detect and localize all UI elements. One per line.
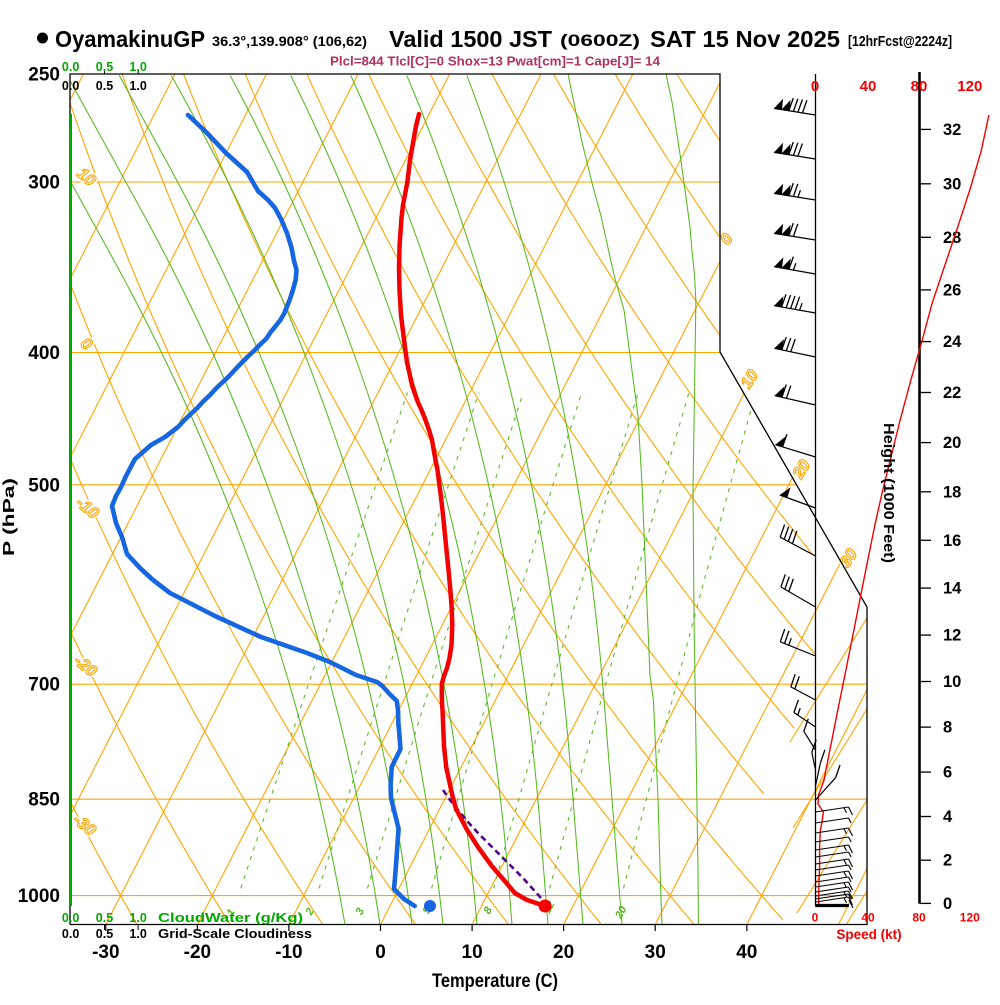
svg-text:400: 400 xyxy=(28,343,60,364)
svg-text:20: 20 xyxy=(553,942,574,963)
svg-text:1.0: 1.0 xyxy=(129,927,146,941)
svg-text:0.0: 0.0 xyxy=(62,79,79,93)
svg-text:18: 18 xyxy=(943,483,961,501)
svg-text:14: 14 xyxy=(943,580,962,598)
svg-text:1: 1 xyxy=(225,907,238,918)
svg-text:16: 16 xyxy=(943,532,961,550)
svg-text:-20: -20 xyxy=(184,942,211,963)
svg-text:0: 0 xyxy=(375,942,386,963)
svg-text:10: 10 xyxy=(462,942,483,963)
svg-text:250: 250 xyxy=(28,65,60,86)
svg-text:Valid 1500 JST: Valid 1500 JST xyxy=(389,26,552,52)
svg-text:Speed (kt): Speed (kt) xyxy=(836,927,901,942)
svg-text:32: 32 xyxy=(943,121,961,139)
svg-text:(0600Z): (0600Z) xyxy=(560,31,640,50)
svg-text:300: 300 xyxy=(28,173,60,194)
svg-text:40: 40 xyxy=(861,911,875,925)
svg-text:2: 2 xyxy=(303,906,317,918)
svg-text:20: 20 xyxy=(943,434,961,452)
svg-text:0.5: 0.5 xyxy=(96,79,113,93)
svg-text:1.0: 1.0 xyxy=(129,60,146,74)
svg-text:Temperature (C): Temperature (C) xyxy=(432,971,558,992)
svg-text:Plcl=844 Tlcl[C]=0 Shox=13 Pwa: Plcl=844 Tlcl[C]=0 Shox=13 Pwat[cm]=1 Ca… xyxy=(330,55,660,69)
svg-text:0: 0 xyxy=(812,911,819,925)
svg-text:CloudWater (g/Kg): CloudWater (g/Kg) xyxy=(158,911,303,925)
svg-text:0.5: 0.5 xyxy=(96,927,113,941)
svg-text:850: 850 xyxy=(28,790,60,811)
svg-text:Grid-Scale Cloudiness: Grid-Scale Cloudiness xyxy=(158,927,312,941)
svg-text:30: 30 xyxy=(645,942,666,963)
svg-text:0.0: 0.0 xyxy=(62,911,79,925)
svg-text:700: 700 xyxy=(28,675,60,696)
svg-text:40: 40 xyxy=(736,942,757,963)
svg-text:-10: -10 xyxy=(275,942,302,963)
svg-text:1.0: 1.0 xyxy=(129,911,146,925)
svg-text:22: 22 xyxy=(943,384,961,402)
svg-text:1000: 1000 xyxy=(18,886,60,907)
svg-text:24: 24 xyxy=(943,333,962,351)
svg-text:[12hrFcst@2224z]: [12hrFcst@2224z] xyxy=(848,34,952,50)
svg-text:0: 0 xyxy=(943,895,952,913)
svg-text:26: 26 xyxy=(943,281,961,299)
svg-text:8: 8 xyxy=(482,904,496,916)
svg-text:-30: -30 xyxy=(92,942,119,963)
svg-text:0.5: 0.5 xyxy=(96,60,113,74)
svg-text:0.0: 0.0 xyxy=(62,60,79,74)
svg-text:80: 80 xyxy=(911,78,928,95)
svg-text:8: 8 xyxy=(943,719,952,737)
svg-text:20: 20 xyxy=(613,904,630,922)
svg-text:80: 80 xyxy=(912,911,926,925)
svg-text:40: 40 xyxy=(860,78,877,95)
svg-text:6: 6 xyxy=(943,764,952,782)
svg-text:500: 500 xyxy=(28,475,60,496)
svg-text:12: 12 xyxy=(943,627,961,645)
svg-text:120: 120 xyxy=(957,78,982,95)
svg-text:120: 120 xyxy=(960,911,980,925)
svg-text:10: 10 xyxy=(943,673,961,691)
svg-text:36.3°,139.908° (106,62): 36.3°,139.908° (106,62) xyxy=(212,34,367,49)
svg-text:2: 2 xyxy=(943,852,952,870)
svg-text:P (hPa): P (hPa) xyxy=(1,478,18,556)
svg-text:3: 3 xyxy=(354,906,367,917)
svg-text:0.0: 0.0 xyxy=(62,927,79,941)
svg-text:SAT 15 Nov 2025: SAT 15 Nov 2025 xyxy=(650,26,840,52)
svg-text:4: 4 xyxy=(943,808,953,826)
svg-text:1.0: 1.0 xyxy=(129,79,146,93)
svg-text:0.5: 0.5 xyxy=(96,911,113,925)
svg-text:0: 0 xyxy=(811,78,819,95)
svg-text:28: 28 xyxy=(943,229,961,247)
svg-text:OyamakinuGP: OyamakinuGP xyxy=(55,26,205,52)
svg-text:30: 30 xyxy=(943,175,961,193)
svg-text:Height (1000 Feet): Height (1000 Feet) xyxy=(880,423,896,563)
